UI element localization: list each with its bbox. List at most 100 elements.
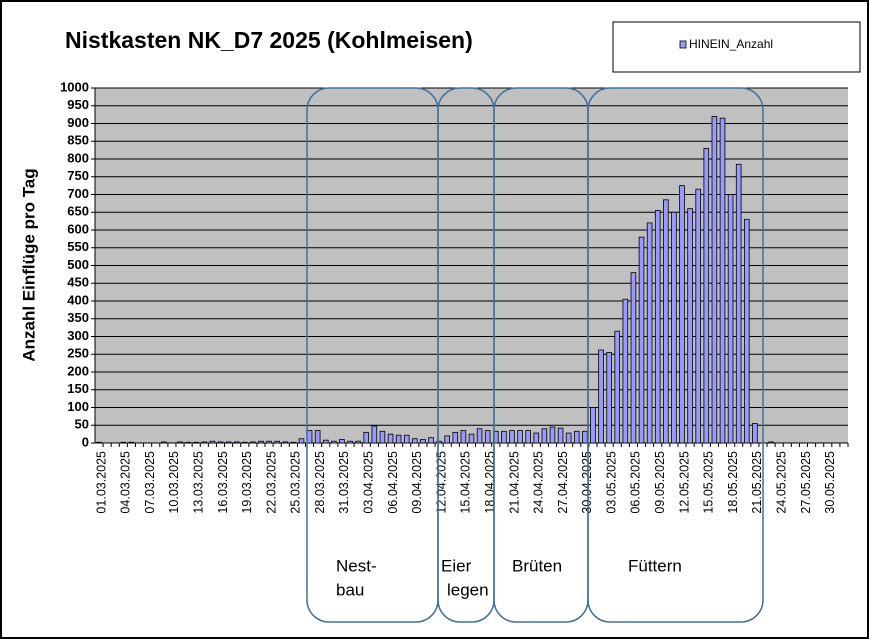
bar [606, 352, 612, 444]
bar [395, 434, 402, 444]
y-axis-label: Anzahl Einflüge pro Tag [19, 168, 38, 361]
phase-label: Eier [441, 556, 472, 575]
y-tick-label: 450 [67, 275, 89, 290]
y-tick-label: 100 [67, 399, 89, 414]
x-tick-label: 16.03.2025 [216, 451, 230, 514]
y-tick-label: 400 [67, 292, 89, 307]
y-tick-label: 250 [67, 346, 89, 361]
bar [420, 439, 426, 444]
bar [573, 430, 580, 444]
bar [314, 430, 321, 444]
bar [339, 439, 345, 444]
x-tick-label: 25.03.2025 [289, 451, 303, 514]
bar [735, 163, 742, 444]
bar [671, 211, 677, 444]
bar [412, 438, 418, 444]
x-tick-label: 01.03.2025 [94, 451, 108, 514]
bar [501, 430, 507, 444]
bar [241, 441, 248, 444]
x-tick-label: 15.05.2025 [702, 451, 716, 514]
bar [541, 428, 548, 444]
x-tick-label: 12.05.2025 [677, 451, 691, 514]
bar [266, 440, 272, 444]
x-tick-label: 10.03.2025 [167, 451, 181, 514]
bar [128, 441, 135, 444]
bar [403, 434, 410, 444]
bar [452, 431, 459, 444]
bar [371, 425, 378, 444]
y-tick-label: 900 [67, 115, 89, 130]
bar [193, 441, 200, 444]
bar [258, 440, 264, 444]
bar [250, 441, 256, 444]
bar [711, 116, 718, 444]
bar [444, 435, 451, 444]
y-tick-label: 650 [67, 204, 89, 219]
bar [460, 430, 467, 444]
bar [331, 440, 337, 444]
bar [509, 430, 515, 444]
x-tick-label: 21.05.2025 [750, 451, 764, 514]
bar [743, 218, 750, 444]
bar [201, 441, 208, 444]
bar [476, 428, 483, 444]
bar [679, 185, 685, 444]
phase-label: legen [447, 580, 489, 599]
bar [233, 441, 240, 444]
bar [582, 430, 588, 444]
phase-label: bau [336, 580, 364, 599]
bar [752, 423, 758, 444]
phase-label: Nest- [336, 556, 377, 575]
bar [549, 426, 556, 444]
y-tick-label: 1000 [60, 79, 89, 94]
x-tick-label: 30.04.2025 [580, 451, 594, 514]
y-tick-label: 50 [75, 417, 89, 432]
bar [484, 430, 491, 444]
bar [622, 298, 629, 444]
x-tick-label: 24.05.2025 [774, 451, 788, 514]
y-tick-label: 850 [67, 133, 89, 148]
y-tick-label: 550 [67, 239, 89, 254]
bar [387, 433, 394, 444]
y-tick-label: 750 [67, 168, 89, 183]
legend-label: HINEIN_Anzahl [689, 37, 773, 51]
bar [177, 441, 183, 444]
bar [768, 441, 774, 444]
y-tick-label: 600 [67, 221, 89, 236]
y-tick-label: 200 [67, 363, 89, 378]
bar [322, 439, 329, 444]
bar [517, 430, 523, 444]
legend [612, 21, 861, 73]
bar [630, 272, 637, 444]
bar [185, 441, 191, 444]
x-tick-label: 06.04.2025 [386, 451, 400, 514]
bar [468, 433, 475, 444]
bar [306, 430, 313, 444]
bar [654, 210, 661, 444]
bar [379, 430, 386, 444]
x-tick-label: 06.05.2025 [629, 451, 643, 514]
x-tick-label: 03.05.2025 [604, 451, 618, 514]
bar [719, 117, 726, 444]
bar [428, 437, 434, 444]
x-tick-label: 30.05.2025 [823, 451, 837, 514]
bar [436, 440, 442, 444]
bar [533, 432, 540, 444]
bar [347, 440, 353, 444]
legend-swatch [679, 40, 687, 49]
x-tick-label: 27.04.2025 [556, 451, 570, 514]
bar [695, 188, 702, 444]
bar [703, 147, 710, 444]
bar [565, 432, 572, 444]
y-tick-label: 300 [67, 328, 89, 343]
x-tick-label: 09.04.2025 [410, 451, 424, 514]
bar [290, 441, 297, 444]
bar [96, 441, 102, 444]
bar [225, 441, 232, 444]
y-tick-label: 150 [67, 381, 89, 396]
phase-box [587, 87, 764, 623]
bar [557, 427, 564, 444]
bar [282, 441, 289, 444]
x-tick-label: 24.04.2025 [532, 451, 546, 514]
